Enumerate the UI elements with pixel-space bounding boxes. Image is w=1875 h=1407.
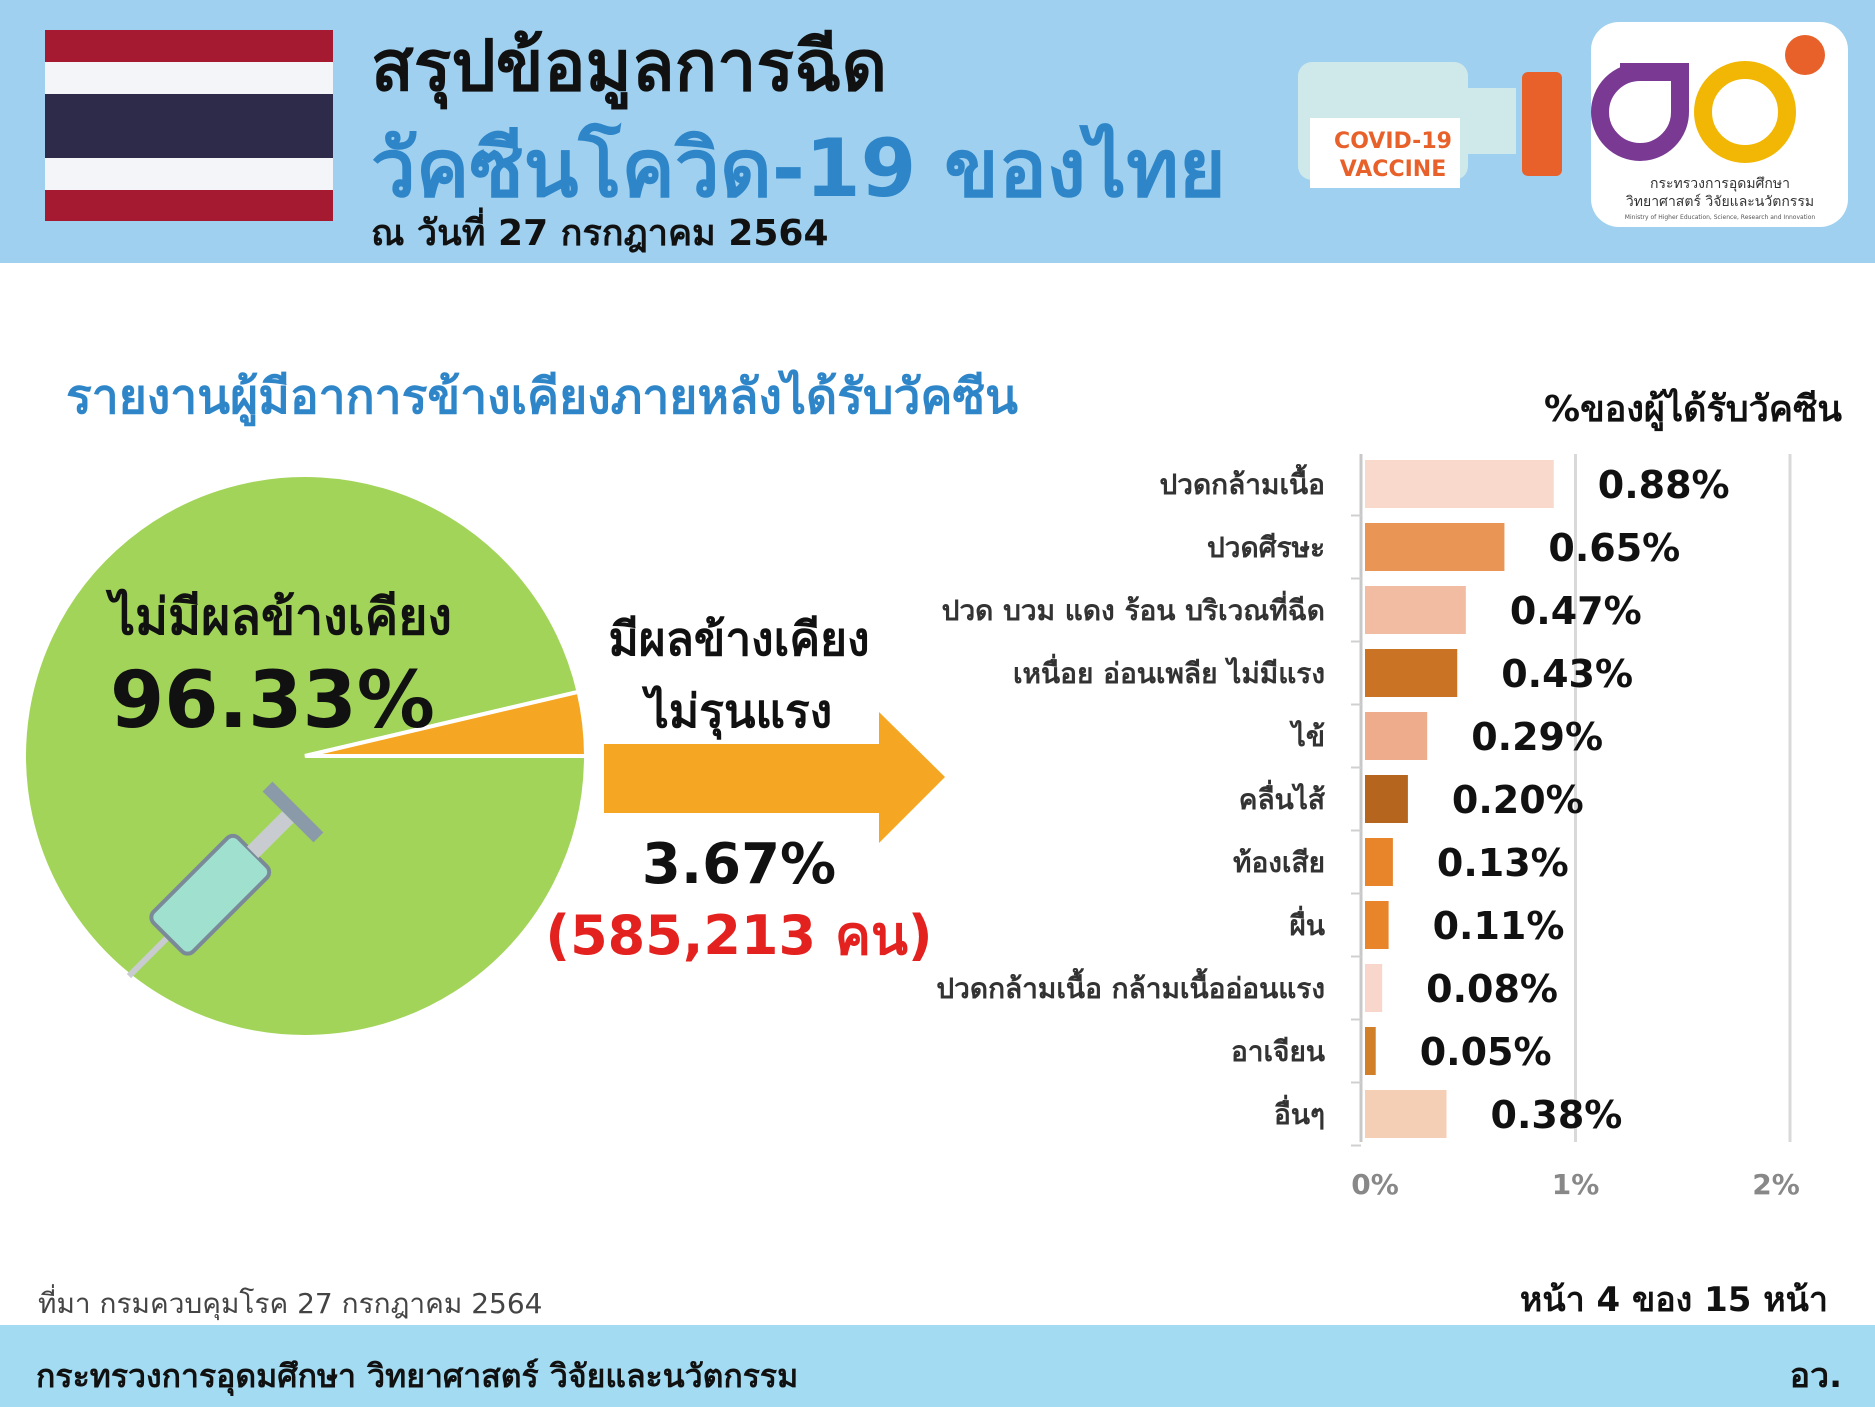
value-label: 0.47%: [1510, 589, 1642, 633]
bar: [1365, 964, 1383, 1012]
bar: [1365, 901, 1389, 949]
footer-band: [0, 1325, 1875, 1407]
footer-org: กระทรวงการอุดมศึกษา วิทยาศาสตร์ วิจัยและ…: [36, 1357, 798, 1397]
x-tick-label: 1%: [1552, 1168, 1600, 1201]
category-label: เหนื่อย อ่อนเพลีย ไม่มีแรง: [1013, 653, 1325, 690]
x-tick-label: 0%: [1351, 1168, 1399, 1201]
category-label: ปวดศีรษะ: [1207, 531, 1325, 564]
pie-chart: ไม่มีผลข้างเคียง 96.33% มีผลข้างเคียงไม่รุ…: [22, 473, 933, 1039]
category-label: ผื่น: [1289, 905, 1325, 942]
subtitle: วัคซีนโควิด-19 ของไทย: [371, 121, 1226, 215]
chart-title: %ของผู้ได้รับวัคซีน: [1544, 387, 1842, 432]
category-label: ปวดกล้ามเนื้อ กล้ามเนื้ออ่อนแรง: [936, 967, 1325, 1005]
value-label: 0.38%: [1491, 1093, 1623, 1137]
pie-value-label: 96.33%: [110, 656, 435, 746]
bar: [1365, 712, 1428, 760]
ministry-logo: กระทรวงการอุดมศึกษา วิทยาศาสตร์ วิจัยและ…: [1591, 22, 1848, 227]
value-label: 0.13%: [1437, 841, 1569, 885]
section-title: รายงานผู้มีอาการข้างเคียงภายหลังได้รับวั…: [66, 368, 1018, 427]
category-label: ปวดกล้ามเนื้อ: [1160, 463, 1326, 501]
date: ณ วันที่ 27 กรกฎาคม 2564: [371, 207, 829, 254]
category-label: อื่นๆ: [1274, 1094, 1325, 1131]
bar: [1365, 586, 1466, 634]
value-label: 0.20%: [1452, 778, 1584, 822]
bar: [1365, 1090, 1447, 1138]
pie-label: มีผลข้างเคียงไม่รุนแรง: [608, 612, 869, 740]
category-label: ไข้: [1289, 720, 1325, 753]
thai-flag: [45, 30, 333, 221]
arrow: [604, 712, 945, 843]
category-label: ท้องเสีย: [1233, 846, 1325, 879]
bar: [1365, 838, 1393, 886]
bar: [1365, 775, 1408, 823]
value-label: 0.88%: [1598, 463, 1730, 507]
vaccine-vial: COVID-19 VACCINE: [1298, 62, 1562, 188]
value-label: 0.43%: [1501, 652, 1633, 696]
value-label: 0.29%: [1471, 715, 1603, 759]
value-label: 0.05%: [1420, 1030, 1552, 1074]
annotation: (585,213 คน): [545, 904, 932, 967]
footer-abbr: อว.: [1790, 1356, 1842, 1396]
vial-label: VACCINE: [1340, 157, 1446, 182]
pie-label: ไม่มีผลข้างเคียง: [105, 588, 452, 646]
value-label: 0.11%: [1433, 904, 1565, 948]
category-label: อาเจียน: [1231, 1035, 1325, 1068]
logo-text: กระทรวงการอุดมศึกษา: [1650, 176, 1790, 192]
category-label: คลื่นไส้: [1239, 779, 1326, 816]
logo-text-en: Ministry of Higher Education, Science, R…: [1625, 214, 1816, 221]
pie-slice: [304, 689, 589, 758]
pie-value-label: 3.67%: [642, 832, 836, 897]
vial-label: COVID-19: [1334, 129, 1452, 154]
page-number: หน้า 4 ของ 15 หน้า: [1520, 1280, 1828, 1320]
syringe: [126, 781, 324, 979]
bar: [1365, 523, 1505, 571]
bar-chart: %ของผู้ได้รับวัคซีน 0% 1% 2% ปวดกล้ามเนื้อ 0.…: [936, 387, 1842, 1201]
x-tick-label: 2%: [1752, 1168, 1800, 1201]
source: ที่มา กรมควบคุมโรค 27 กรกฎาคม 2564: [38, 1284, 542, 1321]
bar: [1365, 649, 1458, 697]
category-label: ปวด บวม แดง ร้อน บริเวณที่ฉีด: [942, 590, 1325, 627]
bar: [1365, 460, 1554, 508]
bar: [1365, 1027, 1376, 1075]
value-label: 0.08%: [1426, 967, 1558, 1011]
logo-text: วิทยาศาสตร์ วิจัยและนวัตกรรม: [1626, 193, 1814, 210]
title: สรุปข้อมูลการฉีด: [371, 25, 887, 110]
value-label: 0.65%: [1548, 526, 1680, 570]
